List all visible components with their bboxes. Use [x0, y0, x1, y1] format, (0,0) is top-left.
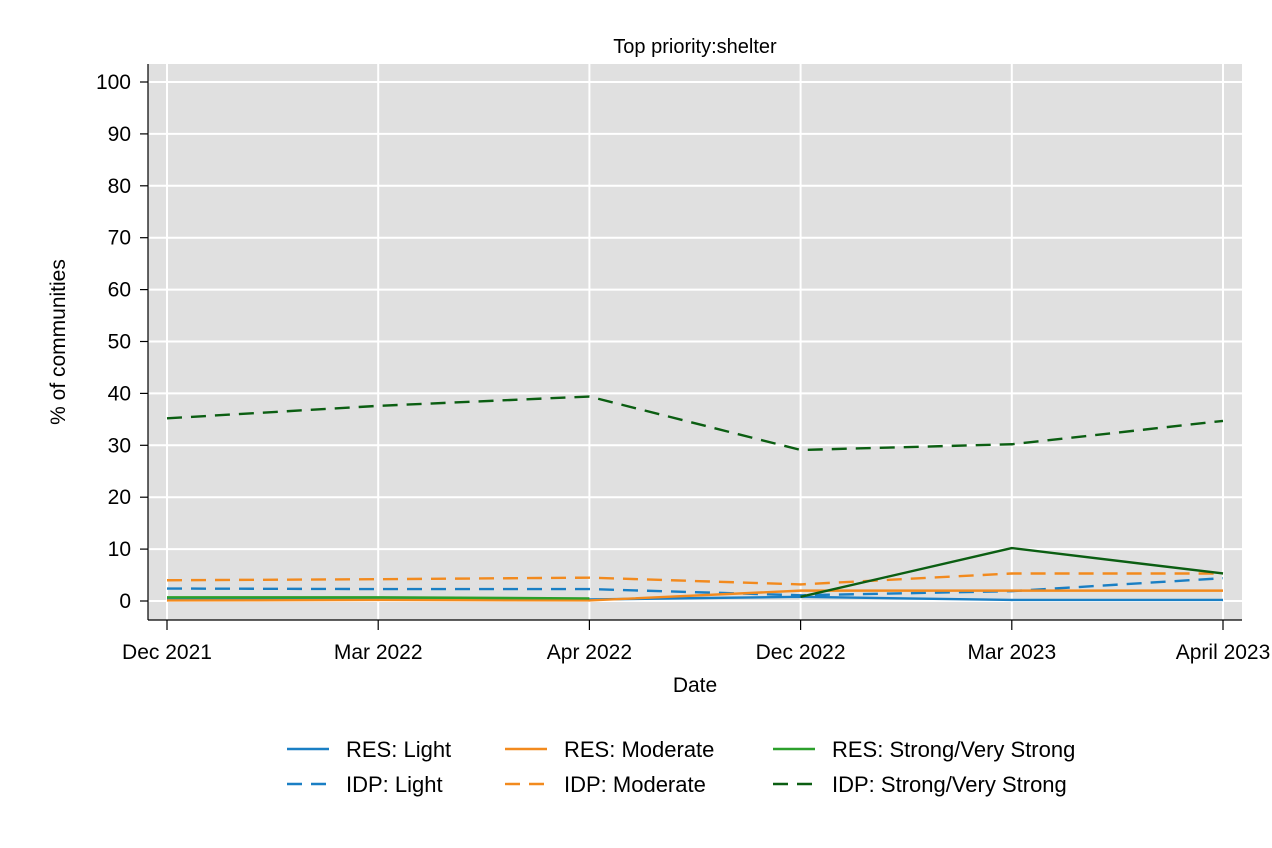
chart-title: Top priority:shelter [613, 36, 777, 58]
legend-label: IDP: Strong/Very Strong [832, 772, 1067, 797]
series-line-res-strong-very-strong [167, 596, 590, 600]
y-tick-label: 30 [108, 434, 131, 457]
y-tick-label: 80 [108, 175, 131, 198]
x-tick-label: April 2023 [1176, 641, 1271, 664]
legend: RES: Light RES: Moderate RES: Strong/Very … [287, 737, 1075, 797]
y-axis-title: % of communities [47, 259, 70, 425]
series-line-res-moderate [166, 589, 1223, 602]
legend-label: IDP: Moderate [564, 772, 706, 797]
x-tick-label: Dec 2021 [122, 641, 212, 664]
legend-label: RES: Strong/Very Strong [832, 737, 1075, 762]
x-tick-label: Dec 2022 [756, 641, 846, 664]
y-tick-label: 70 [108, 227, 131, 250]
series-line-idp-moderate [166, 572, 1223, 586]
x-axis: Dec 2021 Mar 2022 Apr 2022 Dec 2022 Mar 2023… [122, 619, 1271, 664]
legend-label: IDP: Light [346, 772, 443, 797]
y-tick-label: 60 [108, 279, 131, 302]
series-lines [166, 395, 1224, 602]
series-line-idp-strong-very-strong [166, 395, 1224, 452]
legend-label: RES: Light [346, 737, 451, 762]
x-tick-label: Mar 2023 [967, 641, 1056, 664]
grid-lines [148, 64, 1242, 620]
series-line-unlabeled-6 [800, 546, 1224, 599]
y-tick-label: 20 [108, 486, 131, 509]
y-axis: 0 10 20 30 40 50 60 70 80 90 100 [96, 64, 149, 620]
x-tick-label: Mar 2022 [334, 641, 423, 664]
y-tick-label: 100 [96, 71, 131, 94]
y-tick-label: 0 [119, 590, 131, 613]
y-tick-label: 40 [108, 382, 131, 405]
y-tick-label: 10 [108, 538, 131, 561]
legend-label: RES: Moderate [564, 737, 714, 762]
y-tick-label: 50 [108, 331, 131, 354]
series-line-idp-light [166, 576, 1224, 597]
x-axis-title: Date [673, 674, 717, 697]
x-tick-label: Apr 2022 [547, 641, 632, 664]
y-tick-label: 90 [108, 123, 131, 146]
